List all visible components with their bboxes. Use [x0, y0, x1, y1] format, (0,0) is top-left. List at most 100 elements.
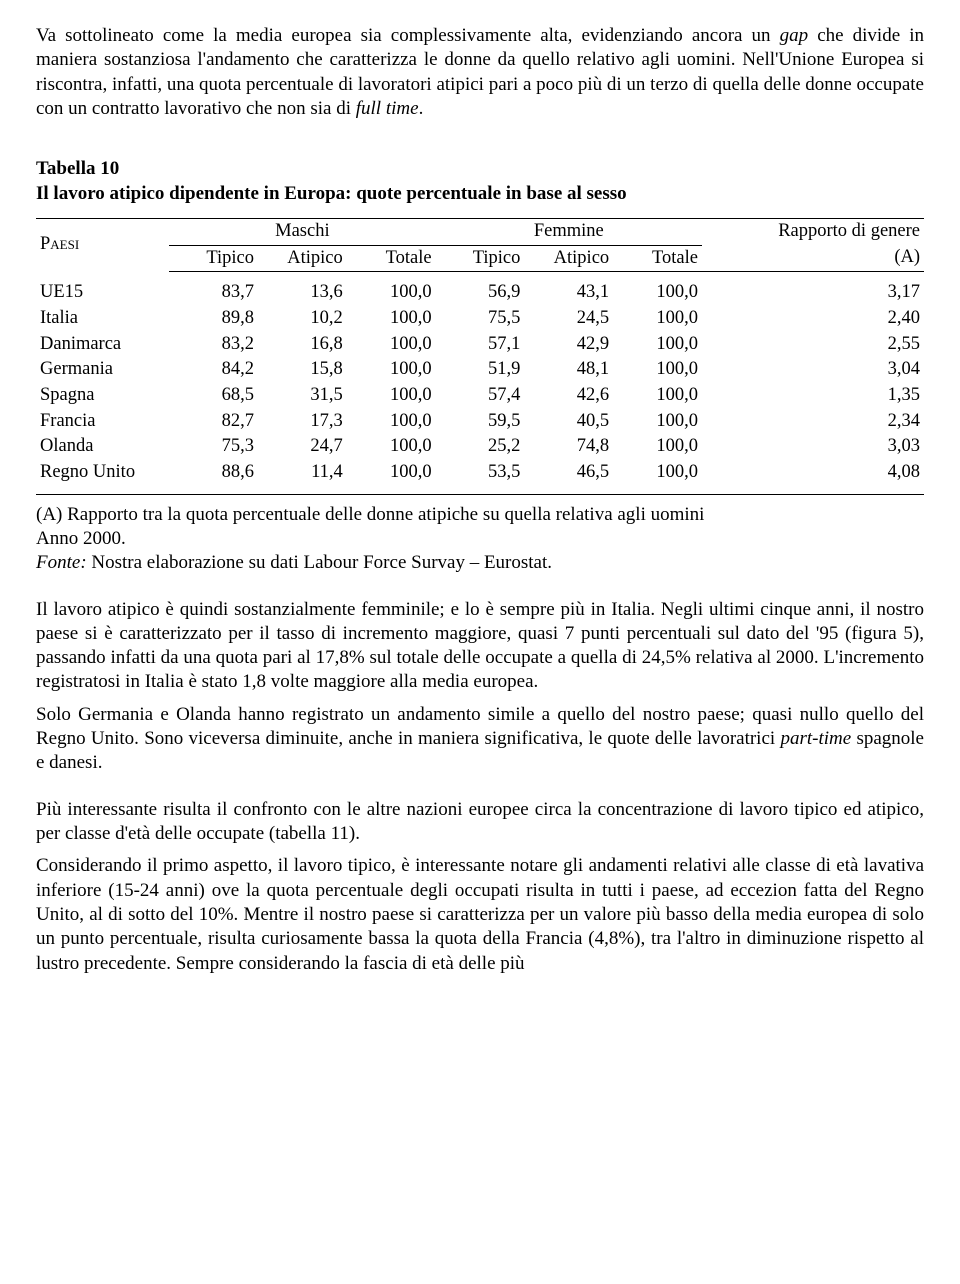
cell-m-totale: 100,0 [347, 409, 436, 435]
cell-m-atipico: 13,6 [258, 280, 347, 306]
table-row: Olanda75,324,7100,025,274,8100,03,03 [36, 434, 924, 460]
col-rapporto-1: Rapporto di genere [702, 218, 924, 245]
cell-f-atipico: 46,5 [524, 460, 613, 486]
cell-country: Germania [36, 357, 169, 383]
cell-f-atipico: 42,6 [524, 383, 613, 409]
cell-f-atipico: 42,9 [524, 332, 613, 358]
fonte-label: Fonte: [36, 552, 87, 573]
table-footnote: (A) Rapporto tra la quota percentuale de… [36, 503, 924, 576]
cell-m-totale: 100,0 [347, 280, 436, 306]
cell-f-totale: 100,0 [613, 332, 702, 358]
text: Va sottolineato come la media europea si… [36, 25, 780, 46]
table-row: Spagna68,531,5100,057,442,6100,01,35 [36, 383, 924, 409]
cell-f-tipico: 56,9 [436, 280, 525, 306]
cell-country: Olanda [36, 434, 169, 460]
table-row: Francia82,717,3100,059,540,5100,02,34 [36, 409, 924, 435]
table-row: Danimarca83,216,8100,057,142,9100,02,55 [36, 332, 924, 358]
cell-rapporto: 3,03 [702, 434, 924, 460]
cell-f-atipico: 48,1 [524, 357, 613, 383]
paragraph-4: Più interessante risulta il confronto co… [36, 798, 924, 847]
cell-m-totale: 100,0 [347, 357, 436, 383]
col-m-atipico: Atipico [258, 245, 347, 272]
cell-m-tipico: 83,7 [169, 280, 258, 306]
cell-m-atipico: 11,4 [258, 460, 347, 486]
cell-m-tipico: 84,2 [169, 357, 258, 383]
cell-f-tipico: 59,5 [436, 409, 525, 435]
footnote-year: Anno 2000. [36, 527, 924, 551]
paragraph-2: Il lavoro atipico è quindi sostanzialmen… [36, 598, 924, 695]
paragraph-5: Considerando il primo aspetto, il lavoro… [36, 854, 924, 976]
table-header-row-1: Paesi Maschi Femmine Rapporto di genere [36, 218, 924, 245]
cell-f-tipico: 25,2 [436, 434, 525, 460]
cell-f-totale: 100,0 [613, 460, 702, 486]
footnote-a: (A) Rapporto tra la quota percentuale de… [36, 503, 924, 527]
cell-country: Regno Unito [36, 460, 169, 486]
cell-country: Danimarca [36, 332, 169, 358]
table-header-row-2: Tipico Atipico Totale Tipico Atipico Tot… [36, 245, 924, 272]
cell-rapporto: 2,55 [702, 332, 924, 358]
cell-m-totale: 100,0 [347, 434, 436, 460]
cell-f-totale: 100,0 [613, 409, 702, 435]
cell-m-tipico: 68,5 [169, 383, 258, 409]
col-f-atipico: Atipico [524, 245, 613, 272]
cell-rapporto: 3,04 [702, 357, 924, 383]
table-caption: Il lavoro atipico dipendente in Europa: … [36, 182, 924, 206]
cell-m-atipico: 15,8 [258, 357, 347, 383]
table-row: Italia89,810,2100,075,524,5100,02,40 [36, 306, 924, 332]
cell-m-tipico: 88,6 [169, 460, 258, 486]
paragraph-1: Va sottolineato come la media europea si… [36, 24, 924, 121]
cell-f-totale: 100,0 [613, 357, 702, 383]
cell-m-tipico: 75,3 [169, 434, 258, 460]
cell-rapporto: 3,17 [702, 280, 924, 306]
cell-f-tipico: 57,4 [436, 383, 525, 409]
cell-f-tipico: 53,5 [436, 460, 525, 486]
cell-f-tipico: 51,9 [436, 357, 525, 383]
table-number: Tabella 10 [36, 157, 924, 181]
cell-f-atipico: 74,8 [524, 434, 613, 460]
col-paesi: Paesi [36, 218, 169, 271]
col-group-maschi: Maschi [169, 218, 435, 245]
cell-f-tipico: 75,5 [436, 306, 525, 332]
table-row: UE1583,713,6100,056,943,1100,03,17 [36, 280, 924, 306]
cell-f-totale: 100,0 [613, 306, 702, 332]
table-row: Germania84,215,8100,051,948,1100,03,04 [36, 357, 924, 383]
cell-country: UE15 [36, 280, 169, 306]
cell-f-totale: 100,0 [613, 383, 702, 409]
text: . [419, 98, 424, 119]
cell-f-atipico: 40,5 [524, 409, 613, 435]
col-rapporto-2: (A) [702, 245, 924, 272]
cell-m-totale: 100,0 [347, 332, 436, 358]
cell-m-totale: 100,0 [347, 383, 436, 409]
cell-m-atipico: 24,7 [258, 434, 347, 460]
cell-m-atipico: 17,3 [258, 409, 347, 435]
cell-m-tipico: 89,8 [169, 306, 258, 332]
cell-f-atipico: 43,1 [524, 280, 613, 306]
cell-m-totale: 100,0 [347, 306, 436, 332]
italic-parttime: part-time [780, 728, 851, 749]
cell-f-totale: 100,0 [613, 280, 702, 306]
footnote-source: Fonte: Nostra elaborazione su dati Labou… [36, 551, 924, 575]
col-f-totale: Totale [613, 245, 702, 272]
cell-m-atipico: 10,2 [258, 306, 347, 332]
col-group-femmine: Femmine [436, 218, 702, 245]
col-f-tipico: Tipico [436, 245, 525, 272]
cell-country: Francia [36, 409, 169, 435]
data-table: Paesi Maschi Femmine Rapporto di genere … [36, 218, 924, 495]
table-title: Tabella 10 Il lavoro atipico dipendente … [36, 157, 924, 206]
col-m-tipico: Tipico [169, 245, 258, 272]
cell-rapporto: 1,35 [702, 383, 924, 409]
table-row: Regno Unito88,611,4100,053,546,5100,04,0… [36, 460, 924, 486]
italic-gap: gap [780, 25, 809, 46]
paragraph-3: Solo Germania e Olanda hanno registrato … [36, 703, 924, 776]
cell-country: Italia [36, 306, 169, 332]
fonte-text: Nostra elaborazione su dati Labour Force… [87, 552, 552, 573]
cell-rapporto: 4,08 [702, 460, 924, 486]
cell-m-atipico: 31,5 [258, 383, 347, 409]
col-m-totale: Totale [347, 245, 436, 272]
cell-m-totale: 100,0 [347, 460, 436, 486]
cell-m-tipico: 83,2 [169, 332, 258, 358]
cell-m-atipico: 16,8 [258, 332, 347, 358]
italic-fulltime: full time [356, 98, 419, 119]
cell-f-atipico: 24,5 [524, 306, 613, 332]
cell-country: Spagna [36, 383, 169, 409]
